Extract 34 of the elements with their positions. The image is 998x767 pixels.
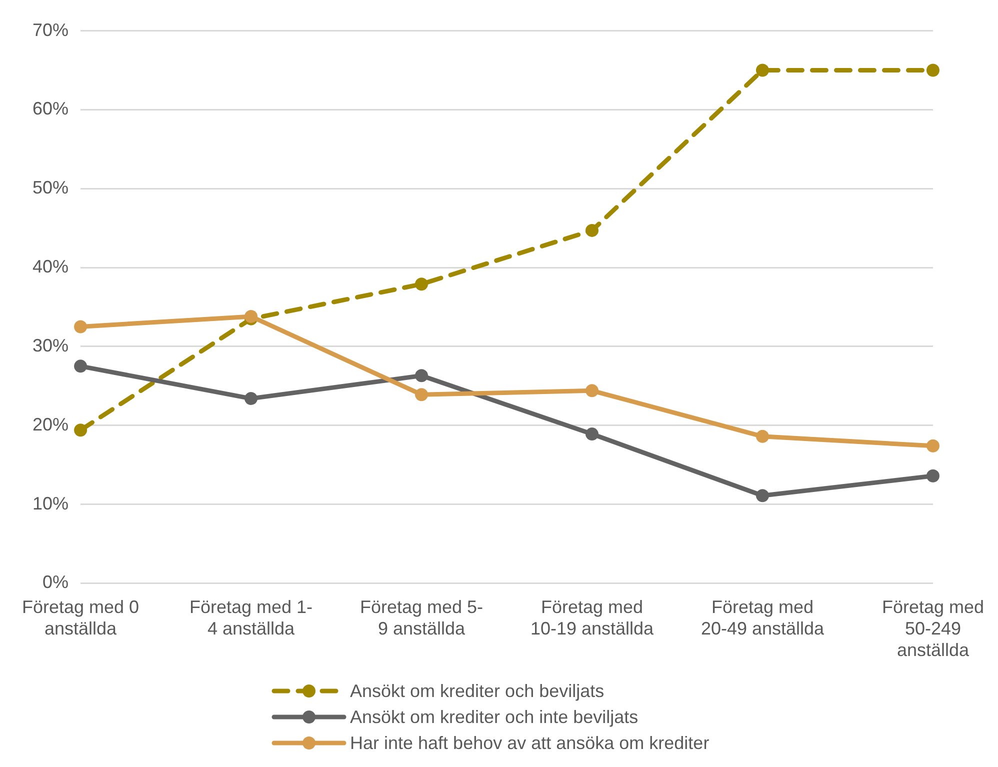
- point: [244, 392, 258, 406]
- y-tick-label: 30%: [32, 335, 69, 356]
- point: [74, 360, 88, 373]
- point: [756, 489, 769, 502]
- point: [415, 278, 428, 291]
- y-tick-label: 0%: [42, 572, 69, 592]
- y-tick-label: 20%: [32, 414, 69, 434]
- x-tick-label: Företag med 1- 4 anställda: [189, 596, 313, 639]
- point: [415, 369, 428, 382]
- y-tick-label: 50%: [32, 178, 69, 198]
- point: [415, 388, 428, 402]
- point: [74, 320, 88, 334]
- point: [926, 469, 940, 482]
- point: [74, 424, 88, 437]
- legend-label: Har inte haft behov av att ansöka om krediter: [350, 732, 710, 754]
- x-tick-label: Företag med 5- 9 anställda: [360, 596, 484, 639]
- point: [926, 64, 940, 77]
- point: [926, 439, 940, 452]
- point: [585, 224, 598, 237]
- x-tick-label: Företag med 0 anställda: [22, 596, 140, 639]
- y-tick-label: 70%: [32, 20, 69, 40]
- point: [244, 310, 258, 323]
- point: [756, 64, 769, 77]
- legend-label: Ansökt om krediter och beviljats: [350, 680, 604, 702]
- x-tick-label: Företag med 50-249 anställda: [882, 596, 984, 660]
- x-tick-label: Företag med 20-49 anställda: [700, 596, 826, 639]
- y-tick-label: 40%: [32, 256, 69, 277]
- y-tick-label: 10%: [32, 493, 69, 514]
- point: [585, 384, 598, 398]
- x-tick-label: Företag med 10-19 anställda: [530, 596, 655, 639]
- point: [585, 428, 598, 441]
- y-tick-label: 60%: [32, 98, 69, 119]
- legend-label: Ansökt om krediter och inte beviljats: [350, 706, 638, 728]
- point: [756, 430, 769, 443]
